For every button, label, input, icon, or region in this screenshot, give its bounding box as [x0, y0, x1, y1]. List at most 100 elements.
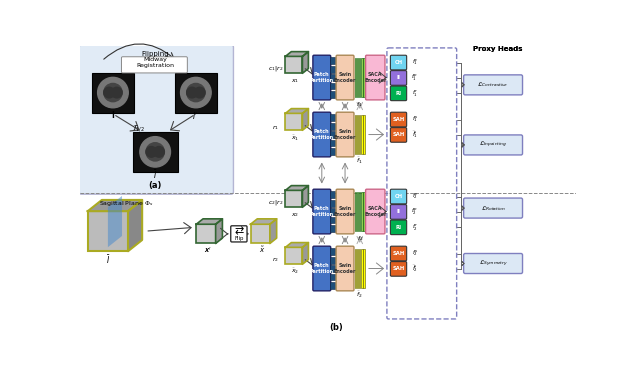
FancyBboxPatch shape [336, 55, 354, 100]
FancyBboxPatch shape [463, 135, 522, 155]
Text: $f_2^p$: $f_2^p$ [412, 207, 418, 217]
FancyBboxPatch shape [463, 253, 522, 274]
Text: II: II [397, 76, 401, 81]
Text: SACA
Encoder: SACA Encoder [364, 206, 387, 217]
Bar [361, 249, 363, 288]
FancyBboxPatch shape [390, 112, 406, 127]
Bar [330, 66, 335, 73]
Text: $f_2$: $f_2$ [356, 234, 363, 242]
Circle shape [146, 143, 164, 161]
Bar [330, 123, 335, 130]
FancyBboxPatch shape [365, 189, 385, 234]
FancyBboxPatch shape [336, 112, 354, 157]
Polygon shape [128, 200, 142, 251]
Bar [330, 274, 335, 280]
Bar [364, 115, 365, 154]
Text: SAH: SAH [392, 132, 404, 138]
Text: Flip: Flip [234, 236, 244, 241]
Bar [357, 115, 358, 154]
Text: ⇄: ⇄ [234, 226, 244, 236]
Bar [330, 131, 335, 138]
Text: Flipping: Flipping [141, 51, 169, 57]
Bar [330, 57, 335, 64]
Circle shape [180, 78, 211, 108]
FancyBboxPatch shape [390, 204, 406, 219]
FancyBboxPatch shape [313, 189, 331, 234]
Text: (b): (b) [329, 323, 342, 332]
Text: $\tilde{x}$: $\tilde{x}$ [259, 244, 265, 255]
Bar [359, 192, 360, 231]
Text: I: I [111, 111, 114, 120]
Bar [357, 249, 358, 288]
Text: SAH: SAH [392, 266, 404, 271]
Text: $f_2^s$: $f_2^s$ [412, 249, 418, 258]
FancyBboxPatch shape [390, 128, 406, 142]
Text: RI: RI [396, 91, 401, 96]
Bar [330, 114, 335, 121]
Text: SACA
Encoder: SACA Encoder [364, 72, 387, 83]
Bar [330, 282, 335, 289]
Bar [361, 192, 363, 231]
Circle shape [104, 87, 115, 98]
Bar [357, 192, 358, 231]
FancyBboxPatch shape [336, 246, 354, 291]
FancyBboxPatch shape [231, 226, 247, 242]
Bar [359, 58, 360, 97]
FancyBboxPatch shape [313, 55, 331, 100]
Bar [364, 249, 365, 288]
Text: $\mathcal{L}_{Inpainting}$: $\mathcal{L}_{Inpainting}$ [479, 140, 507, 150]
Bar [330, 265, 335, 272]
Text: $\tilde{x}_1$: $\tilde{x}_1$ [291, 133, 300, 142]
Circle shape [146, 147, 157, 157]
Text: SAH: SAH [392, 251, 404, 256]
Text: CH: CH [394, 60, 403, 65]
Text: $x$: $x$ [204, 245, 211, 254]
Text: Patch
Partition: Patch Partition [310, 129, 334, 140]
FancyBboxPatch shape [390, 71, 406, 85]
Text: $\tilde{f}_1$: $\tilde{f}_1$ [356, 156, 363, 166]
Bar [359, 115, 360, 154]
Polygon shape [196, 219, 223, 224]
Bar [361, 115, 363, 154]
FancyBboxPatch shape [390, 261, 406, 276]
Bar [330, 225, 335, 232]
Bar [330, 256, 335, 263]
Bar [330, 74, 335, 81]
Polygon shape [270, 219, 276, 244]
Bar [175, 73, 217, 112]
FancyBboxPatch shape [122, 57, 188, 73]
Bar [285, 247, 303, 264]
FancyBboxPatch shape [390, 55, 406, 70]
FancyBboxPatch shape [336, 189, 354, 234]
FancyBboxPatch shape [463, 75, 522, 95]
Text: Patch
Partition: Patch Partition [310, 263, 334, 274]
Bar [330, 91, 335, 98]
FancyBboxPatch shape [390, 220, 406, 234]
Text: Swin
Encoder: Swin Encoder [334, 129, 356, 140]
Circle shape [154, 147, 164, 157]
Circle shape [104, 84, 122, 102]
Text: $\mathcal{T}_{1/2}$: $\mathcal{T}_{1/2}$ [132, 122, 145, 134]
Bar [196, 224, 216, 244]
Text: $c_1|r_2$: $c_1|r_2$ [268, 64, 283, 73]
Text: $x_1$: $x_1$ [291, 77, 300, 85]
Text: $f_2^c$: $f_2^c$ [412, 192, 418, 201]
Text: $f_1^s$: $f_1^s$ [412, 115, 418, 124]
Text: $f_1^c$: $f_1^c$ [412, 58, 418, 67]
Bar [355, 58, 356, 97]
FancyBboxPatch shape [79, 45, 234, 194]
Text: $c_2|r_2$: $c_2|r_2$ [268, 198, 283, 207]
Polygon shape [285, 109, 308, 113]
Bar [359, 249, 360, 288]
Text: $I'$: $I'$ [192, 110, 198, 121]
Text: $\bar{I}$: $\bar{I}$ [106, 253, 110, 266]
Bar [330, 148, 335, 155]
Text: Patch
Partition: Patch Partition [310, 72, 334, 83]
FancyBboxPatch shape [390, 246, 406, 261]
Text: RI: RI [396, 225, 401, 230]
Bar [330, 200, 335, 207]
FancyBboxPatch shape [390, 86, 406, 101]
Text: $\mathcal{L}_{Contrastive}$: $\mathcal{L}_{Contrastive}$ [477, 81, 509, 89]
Text: Patch
Partition: Patch Partition [310, 206, 334, 217]
Bar [330, 248, 335, 255]
